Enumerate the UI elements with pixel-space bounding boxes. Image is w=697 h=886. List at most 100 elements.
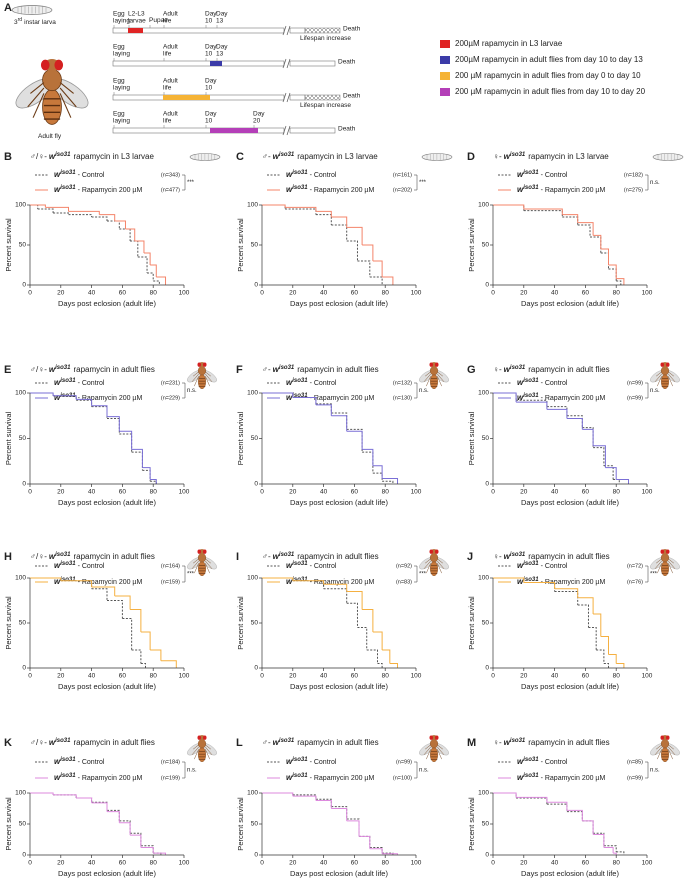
timeline-label: Day 20	[253, 110, 265, 125]
legend-genotype: w	[286, 561, 293, 570]
fly-leg	[425, 371, 431, 377]
survival-step	[107, 600, 123, 619]
y-axis-label: Percent survival	[4, 596, 13, 650]
significance-bracket	[414, 565, 418, 583]
fly-leg	[27, 87, 45, 108]
legend-entry: wiso31- Control	[54, 170, 105, 180]
title-text: rapamycin in adult flies	[297, 365, 378, 374]
survival-step	[493, 792, 517, 798]
survival-step	[362, 609, 374, 632]
survival-step	[369, 848, 383, 854]
x-tick-label: 40	[88, 489, 96, 496]
legend-name: - Rapamycin 200 µM	[541, 187, 606, 194]
significance-bracket	[645, 382, 649, 399]
survival-step	[131, 649, 142, 664]
title-sex: ♂/♀-	[30, 552, 47, 561]
title-genotype-sup: iso31	[55, 365, 71, 371]
legend-genotype-sup: iso31	[523, 393, 539, 399]
y-tick-label: 0	[485, 282, 489, 289]
title-text: rapamycin in L3 larvae	[73, 152, 154, 161]
survival-step	[315, 214, 332, 225]
x-tick-label: 0	[260, 673, 264, 680]
legend-n: (n=202)	[393, 187, 412, 193]
legend-name: - Control	[541, 172, 568, 179]
survival-step	[107, 220, 120, 229]
title-sex: ♂-	[262, 552, 271, 561]
survival-step	[137, 256, 148, 273]
fly-leg	[191, 560, 199, 569]
survival-step	[150, 264, 157, 277]
fly-icon	[419, 549, 449, 577]
y-tick-label: 100	[478, 390, 489, 397]
survival-step	[131, 451, 143, 471]
survival-step	[150, 649, 162, 661]
survival-step	[493, 577, 525, 583]
y-axis-label: Percent survival	[236, 797, 245, 851]
legend-name: - Rapamycin 200 µM	[310, 579, 375, 586]
death-label: Death	[338, 59, 356, 66]
survival-step	[546, 406, 568, 416]
title-genotype: w	[273, 552, 280, 561]
fly-leg	[668, 746, 676, 755]
fly-leg	[423, 373, 431, 382]
x-tick-label: 60	[582, 673, 590, 680]
survival-step	[566, 811, 583, 821]
title-text: rapamycin in adult flies	[297, 738, 378, 747]
title-genotype-sup: iso31	[279, 738, 295, 744]
survival-step	[616, 851, 625, 855]
survival-step	[616, 663, 625, 668]
panel-letter: D	[467, 151, 475, 163]
legend-n: (n=161)	[393, 172, 412, 178]
survival-step	[285, 206, 317, 212]
y-tick-label: 0	[22, 665, 26, 672]
title-genotype: w	[504, 738, 511, 747]
treatment-segment	[128, 28, 143, 33]
survival-step	[600, 636, 609, 655]
fly-leg	[654, 373, 662, 382]
legend-name: - Control	[310, 172, 337, 179]
x-tick-label: 80	[150, 489, 158, 496]
fly-leg	[423, 560, 431, 569]
x-tick-label: 60	[119, 489, 127, 496]
fly-eye	[202, 735, 207, 740]
legend-name: - Control	[310, 759, 337, 766]
x-tick-label: 40	[551, 290, 559, 297]
significance-bracket	[182, 761, 186, 779]
x-tick-label: 20	[520, 673, 528, 680]
title-genotype: w	[49, 552, 56, 561]
legend-name: - Control	[78, 172, 105, 179]
survival-step	[608, 268, 617, 281]
survival-step	[588, 627, 597, 650]
x-tick-label: 100	[179, 290, 190, 297]
fly-leg	[668, 558, 674, 564]
timeline-bar	[112, 127, 285, 134]
survival-step	[262, 392, 294, 398]
fly-leg	[654, 560, 662, 569]
survival-step	[130, 240, 139, 257]
survival-step	[369, 847, 383, 854]
title-genotype: w	[49, 365, 56, 374]
survival-step	[30, 204, 46, 208]
lifespan-increase	[304, 94, 341, 101]
fly-eye	[665, 362, 670, 367]
x-tick-label: 40	[320, 489, 328, 496]
x-tick-label: 80	[150, 860, 158, 867]
survival-step	[130, 834, 142, 848]
survival-step	[150, 478, 157, 484]
legend-entry: wiso31- Control	[54, 757, 105, 767]
larva-text: instar larva	[24, 19, 56, 27]
x-tick-label: 60	[582, 860, 590, 867]
title-genotype: w	[504, 365, 511, 374]
fly-thorax	[429, 553, 439, 563]
fly-leg	[668, 373, 676, 382]
survival-step	[346, 428, 363, 453]
x-tick-label: 0	[28, 860, 32, 867]
fly-leg	[437, 376, 442, 387]
fly-leg	[193, 558, 199, 564]
x-tick-label: 20	[289, 290, 297, 297]
survival-step	[99, 214, 116, 221]
timeline-label: Day 13	[216, 10, 228, 25]
x-axis-label: Days post eclosion (adult life)	[290, 299, 388, 308]
timeline-label: Egg laying	[113, 43, 130, 58]
timeline-bar	[112, 60, 285, 67]
